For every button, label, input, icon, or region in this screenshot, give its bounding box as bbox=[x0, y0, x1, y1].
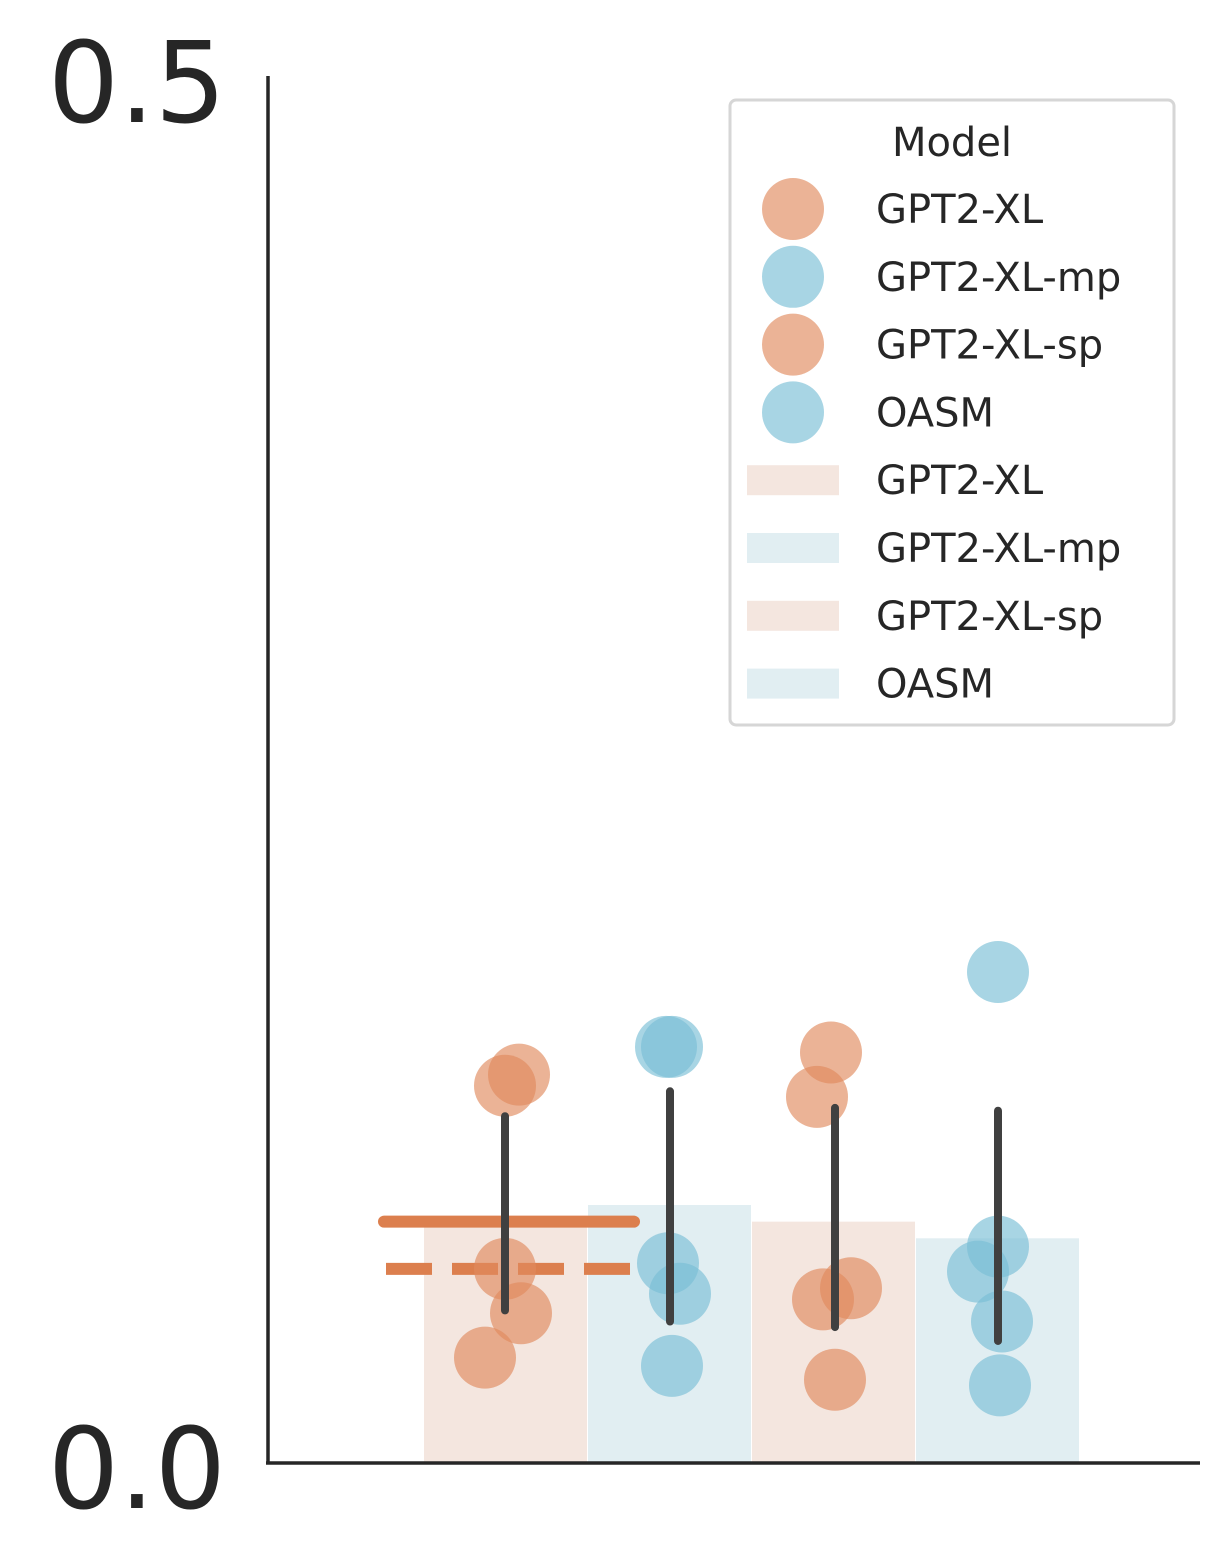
error-bars-layer bbox=[501, 1087, 1002, 1345]
legend-title: Model bbox=[892, 120, 1012, 166]
legend-label-gpt2-xl: GPT2-XL bbox=[876, 187, 1044, 233]
y-tick-label-top: 0.5 bbox=[48, 19, 226, 149]
legend-patch-gpt2-xl bbox=[747, 465, 839, 496]
legend-marker-gpt2-xl-sp bbox=[762, 313, 824, 376]
legend-patch-gpt2-xl-mp bbox=[747, 533, 839, 563]
legend-label-oasm: OASM bbox=[876, 662, 994, 708]
legend-label-gpt2-xl: GPT2-XL bbox=[876, 458, 1044, 504]
point-oasm-4 bbox=[969, 1354, 1031, 1417]
y-tick-label-bottom: 0.0 bbox=[48, 1405, 226, 1535]
point-oasm-0 bbox=[967, 941, 1029, 1004]
legend: Model GPT2-XL GPT2-XL-mp GPT2-XL-sp OASM GPT… bbox=[728, 98, 1176, 727]
points-layer bbox=[454, 941, 1033, 1417]
legend-marker-oasm bbox=[762, 381, 824, 444]
legend-label-gpt2-xl-sp: GPT2-XL-sp bbox=[876, 323, 1103, 369]
axes-layer: 0.5 0.0 bbox=[48, 19, 1200, 1535]
legend-patch-oasm bbox=[747, 668, 839, 699]
point-gpt2-xl-mp-4 bbox=[641, 1334, 703, 1397]
point-gpt2-xl-mp-3 bbox=[649, 1262, 711, 1325]
legend-marker-gpt2-xl bbox=[762, 178, 824, 240]
legend-frame bbox=[728, 98, 1176, 727]
legend-label-gpt2-xl-mp: GPT2-XL-mp bbox=[876, 255, 1121, 301]
point-gpt2-xl-sp-4 bbox=[804, 1348, 866, 1411]
point-gpt2-xl-sp-3 bbox=[792, 1268, 854, 1331]
legend-patch-gpt2-xl-sp bbox=[747, 600, 839, 631]
point-gpt2-xl-1 bbox=[474, 1054, 536, 1117]
legend-label-gpt2-xl-sp: GPT2-XL-sp bbox=[876, 594, 1103, 640]
legend-label-oasm: OASM bbox=[876, 390, 994, 436]
legend-label-gpt2-xl-mp: GPT2-XL-mp bbox=[876, 526, 1121, 572]
legend-marker-gpt2-xl-mp bbox=[762, 245, 824, 308]
point-oasm-2 bbox=[947, 1240, 1009, 1303]
point-gpt2-xl-4 bbox=[454, 1326, 516, 1389]
point-gpt2-xl-mp-1 bbox=[641, 1015, 703, 1078]
